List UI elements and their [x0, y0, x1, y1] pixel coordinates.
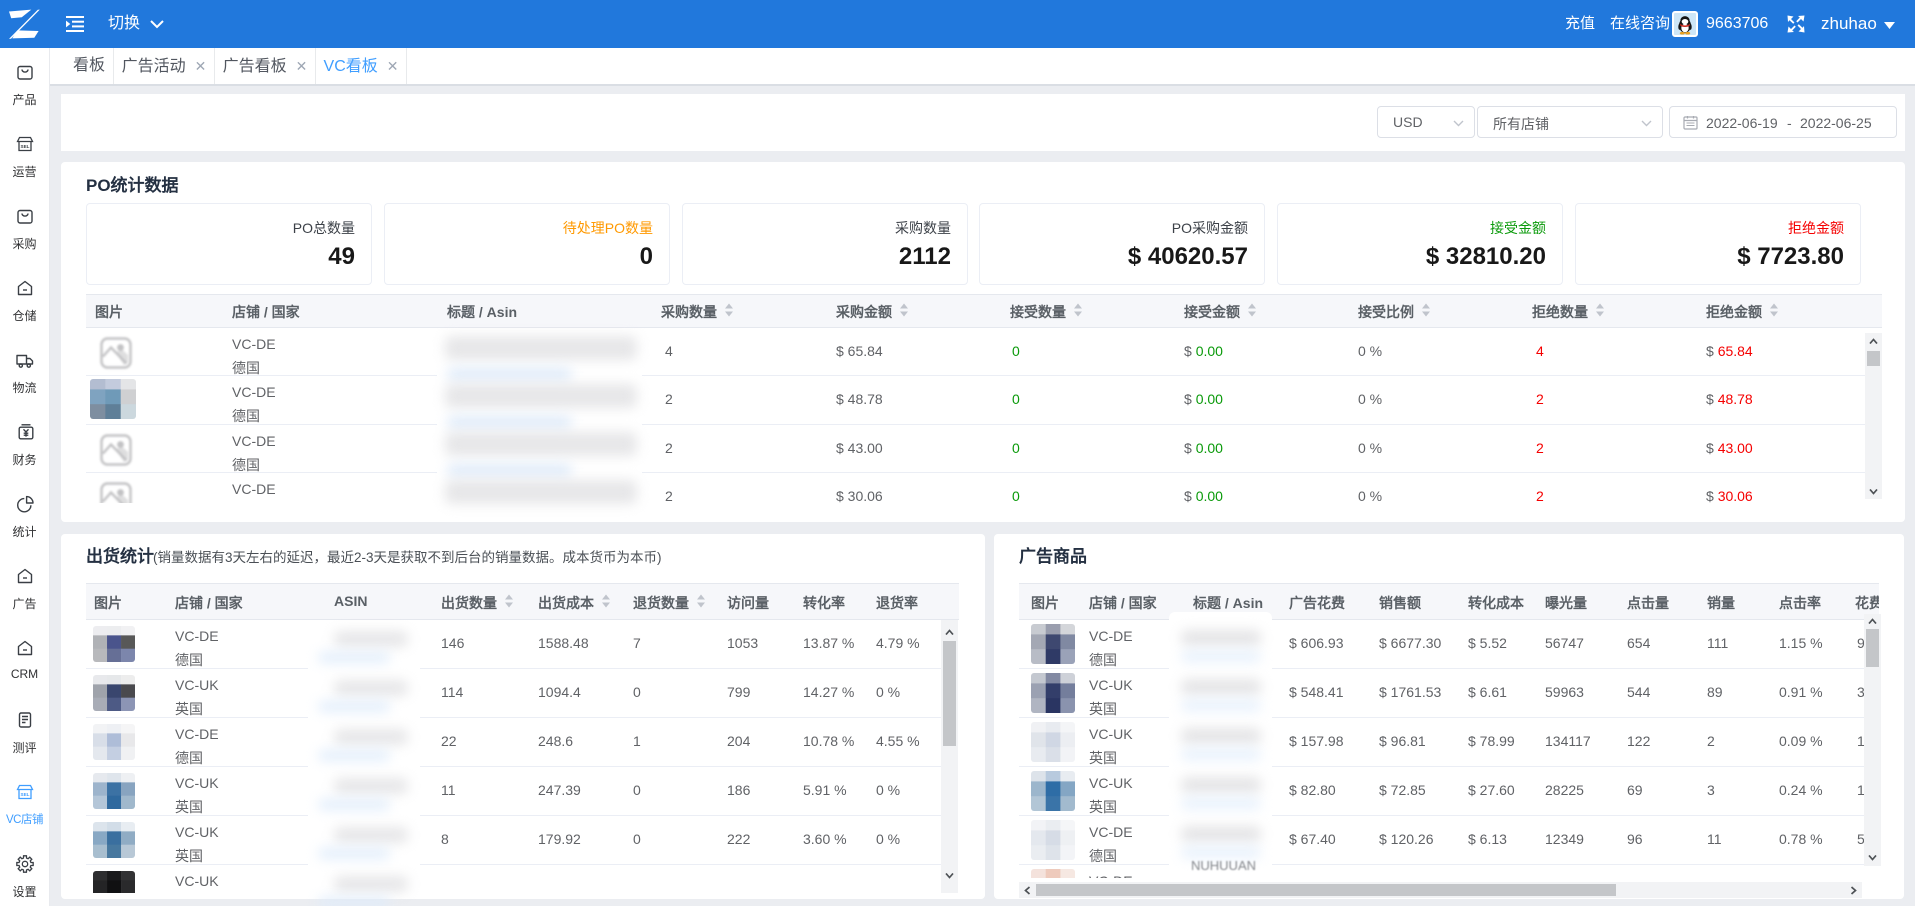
svg-text:SEL: SEL	[20, 144, 29, 149]
svg-text:SEL: SEL	[20, 792, 29, 797]
